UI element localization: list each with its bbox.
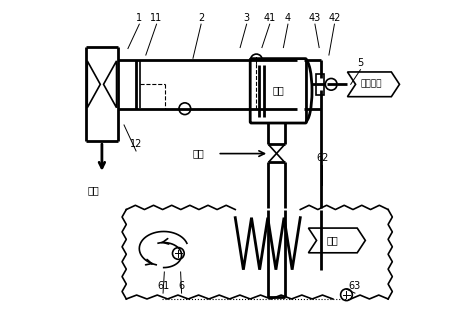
Circle shape (178, 103, 190, 114)
Text: 1: 1 (136, 12, 142, 23)
Text: 6: 6 (178, 281, 184, 292)
Text: 4: 4 (284, 12, 290, 23)
Polygon shape (347, 72, 398, 97)
Circle shape (340, 289, 352, 300)
Bar (315, 74, 324, 95)
Circle shape (172, 248, 184, 259)
Text: 补给水来: 补给水来 (360, 80, 381, 89)
Text: 空气: 空气 (88, 185, 99, 195)
Text: 放水: 放水 (192, 149, 204, 159)
FancyBboxPatch shape (250, 59, 306, 123)
Text: 43: 43 (308, 12, 320, 23)
Text: 11: 11 (150, 12, 162, 23)
Text: 汽包: 汽包 (272, 85, 284, 95)
Text: 41: 41 (263, 12, 275, 23)
Text: 42: 42 (327, 12, 340, 23)
Text: 12: 12 (129, 139, 142, 149)
Text: 烟气: 烟气 (326, 236, 338, 245)
Text: 3: 3 (243, 12, 249, 23)
Text: 61: 61 (157, 281, 169, 292)
Text: 5: 5 (357, 58, 363, 68)
Text: 62: 62 (316, 154, 328, 163)
Text: 2: 2 (198, 12, 204, 23)
Circle shape (325, 78, 337, 90)
Polygon shape (308, 228, 365, 253)
Circle shape (250, 54, 262, 66)
Text: 63: 63 (348, 281, 360, 292)
